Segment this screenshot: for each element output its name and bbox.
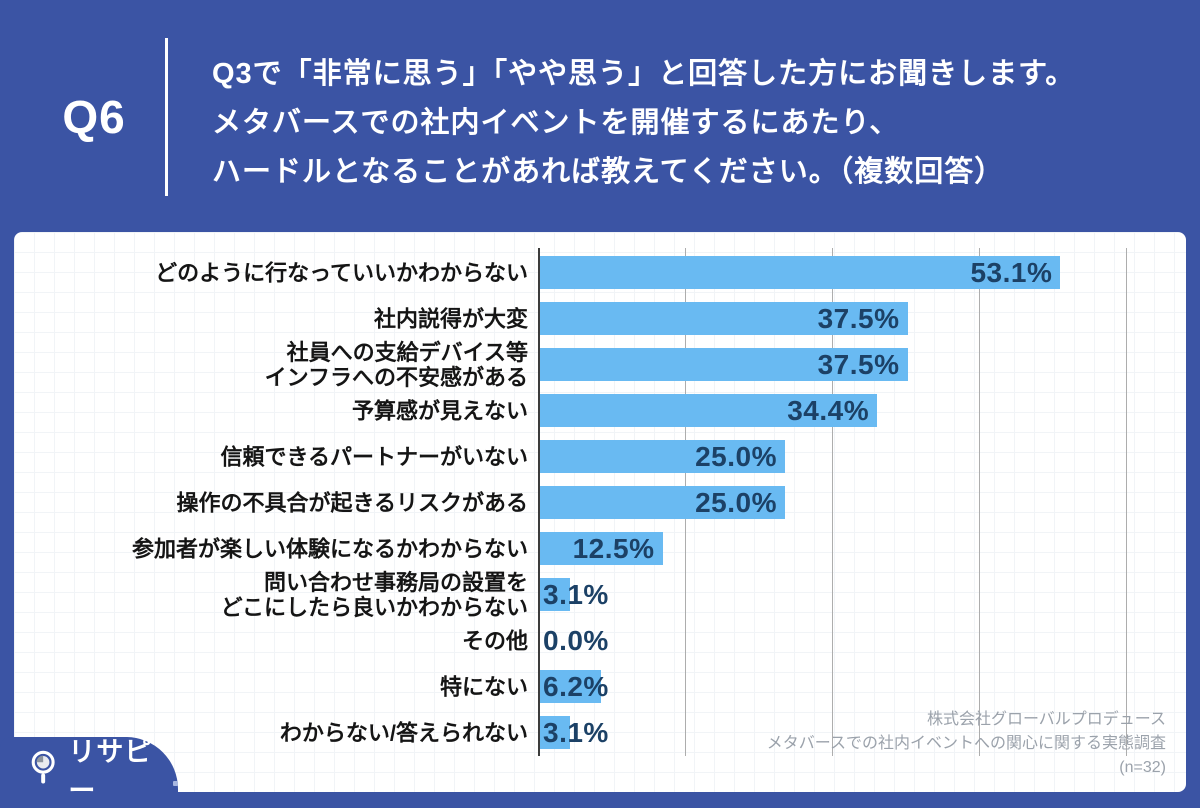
value-label: 37.5% [817,302,900,334]
bar [540,302,908,335]
brand-name: リサピー [68,736,153,806]
source-note: 株式会社グローバルプロデュース メタバースでの社内イベントへの関心に関する実態調… [767,708,1166,780]
x-gridline [832,248,833,756]
source-line-2: メタバースでの社内イベントへの関心に関する実態調査 [766,735,1166,752]
chart-card: どのように行なっていいかわからない 53.1% 社内説得が大変 37.5% 社員への支給… [14,232,1186,792]
value-label: 25.0% [695,486,777,518]
category-label: その他 [461,628,528,653]
question-line-2: メタバースでの社内イベントを開催するにあたり、 [212,107,900,139]
value-label: 53.1% [970,256,1053,288]
bar [540,348,908,381]
category-label: 問い合わせ事務局の設置を どこにしたら良いかわからない [220,569,528,620]
question-line-1: Q3で「非常に思う」「やや思う」と回答した方にお聞きします。 [212,58,1076,90]
value-label: 3.1% [543,578,609,610]
category-label: 参加者が楽しい体験になるかわからない [131,536,528,561]
bar [540,578,571,611]
category-label: 社内説得が大変 [373,306,528,331]
header-divider [165,38,168,196]
value-label: 6.2% [543,670,609,702]
question-text: Q3で「非常に思う」「やや思う」と回答した方にお聞きします。 メタバースでの社内… [212,50,1075,197]
y-axis-line [538,248,540,756]
category-label: 信頼できるパートナーがいない [220,444,528,469]
value-label: 0.0% [543,624,609,656]
value-label: 34.4% [787,394,870,426]
bar [540,716,571,749]
brand-badge: リサピー [0,737,178,806]
brand-dot [173,781,178,786]
category-label: 社員への支給デバイス等 インフラへの不安感がある [264,339,528,390]
category-label: わからない/答えられない [279,720,528,745]
value-label: 25.0% [695,440,777,472]
source-line-1: 株式会社グローバルプロデュース [926,711,1166,728]
x-gridline [1126,248,1127,756]
value-label: 37.5% [817,348,900,380]
source-line-3: (n=32) [1119,759,1166,776]
category-label: 予算感が見えない [351,398,528,423]
question-line-3: ハードルとなることがあれば教えてください。（複数回答） [212,156,1005,188]
magnifier-pie-icon [31,750,55,783]
bar [540,256,1061,289]
bar [540,532,663,565]
value-label: 3.1% [543,716,609,748]
bar [540,394,878,427]
x-gridline [979,248,980,756]
bar [540,486,785,519]
value-label: 12.5% [572,532,655,564]
question-number: Q6 [62,91,126,143]
bar [540,440,785,473]
category-label: 操作の不具合が起きるリスクがある [176,490,528,515]
bar [540,670,601,703]
category-label: どのように行なっていいかわからない [155,260,528,285]
category-label: 特にない [439,674,528,699]
